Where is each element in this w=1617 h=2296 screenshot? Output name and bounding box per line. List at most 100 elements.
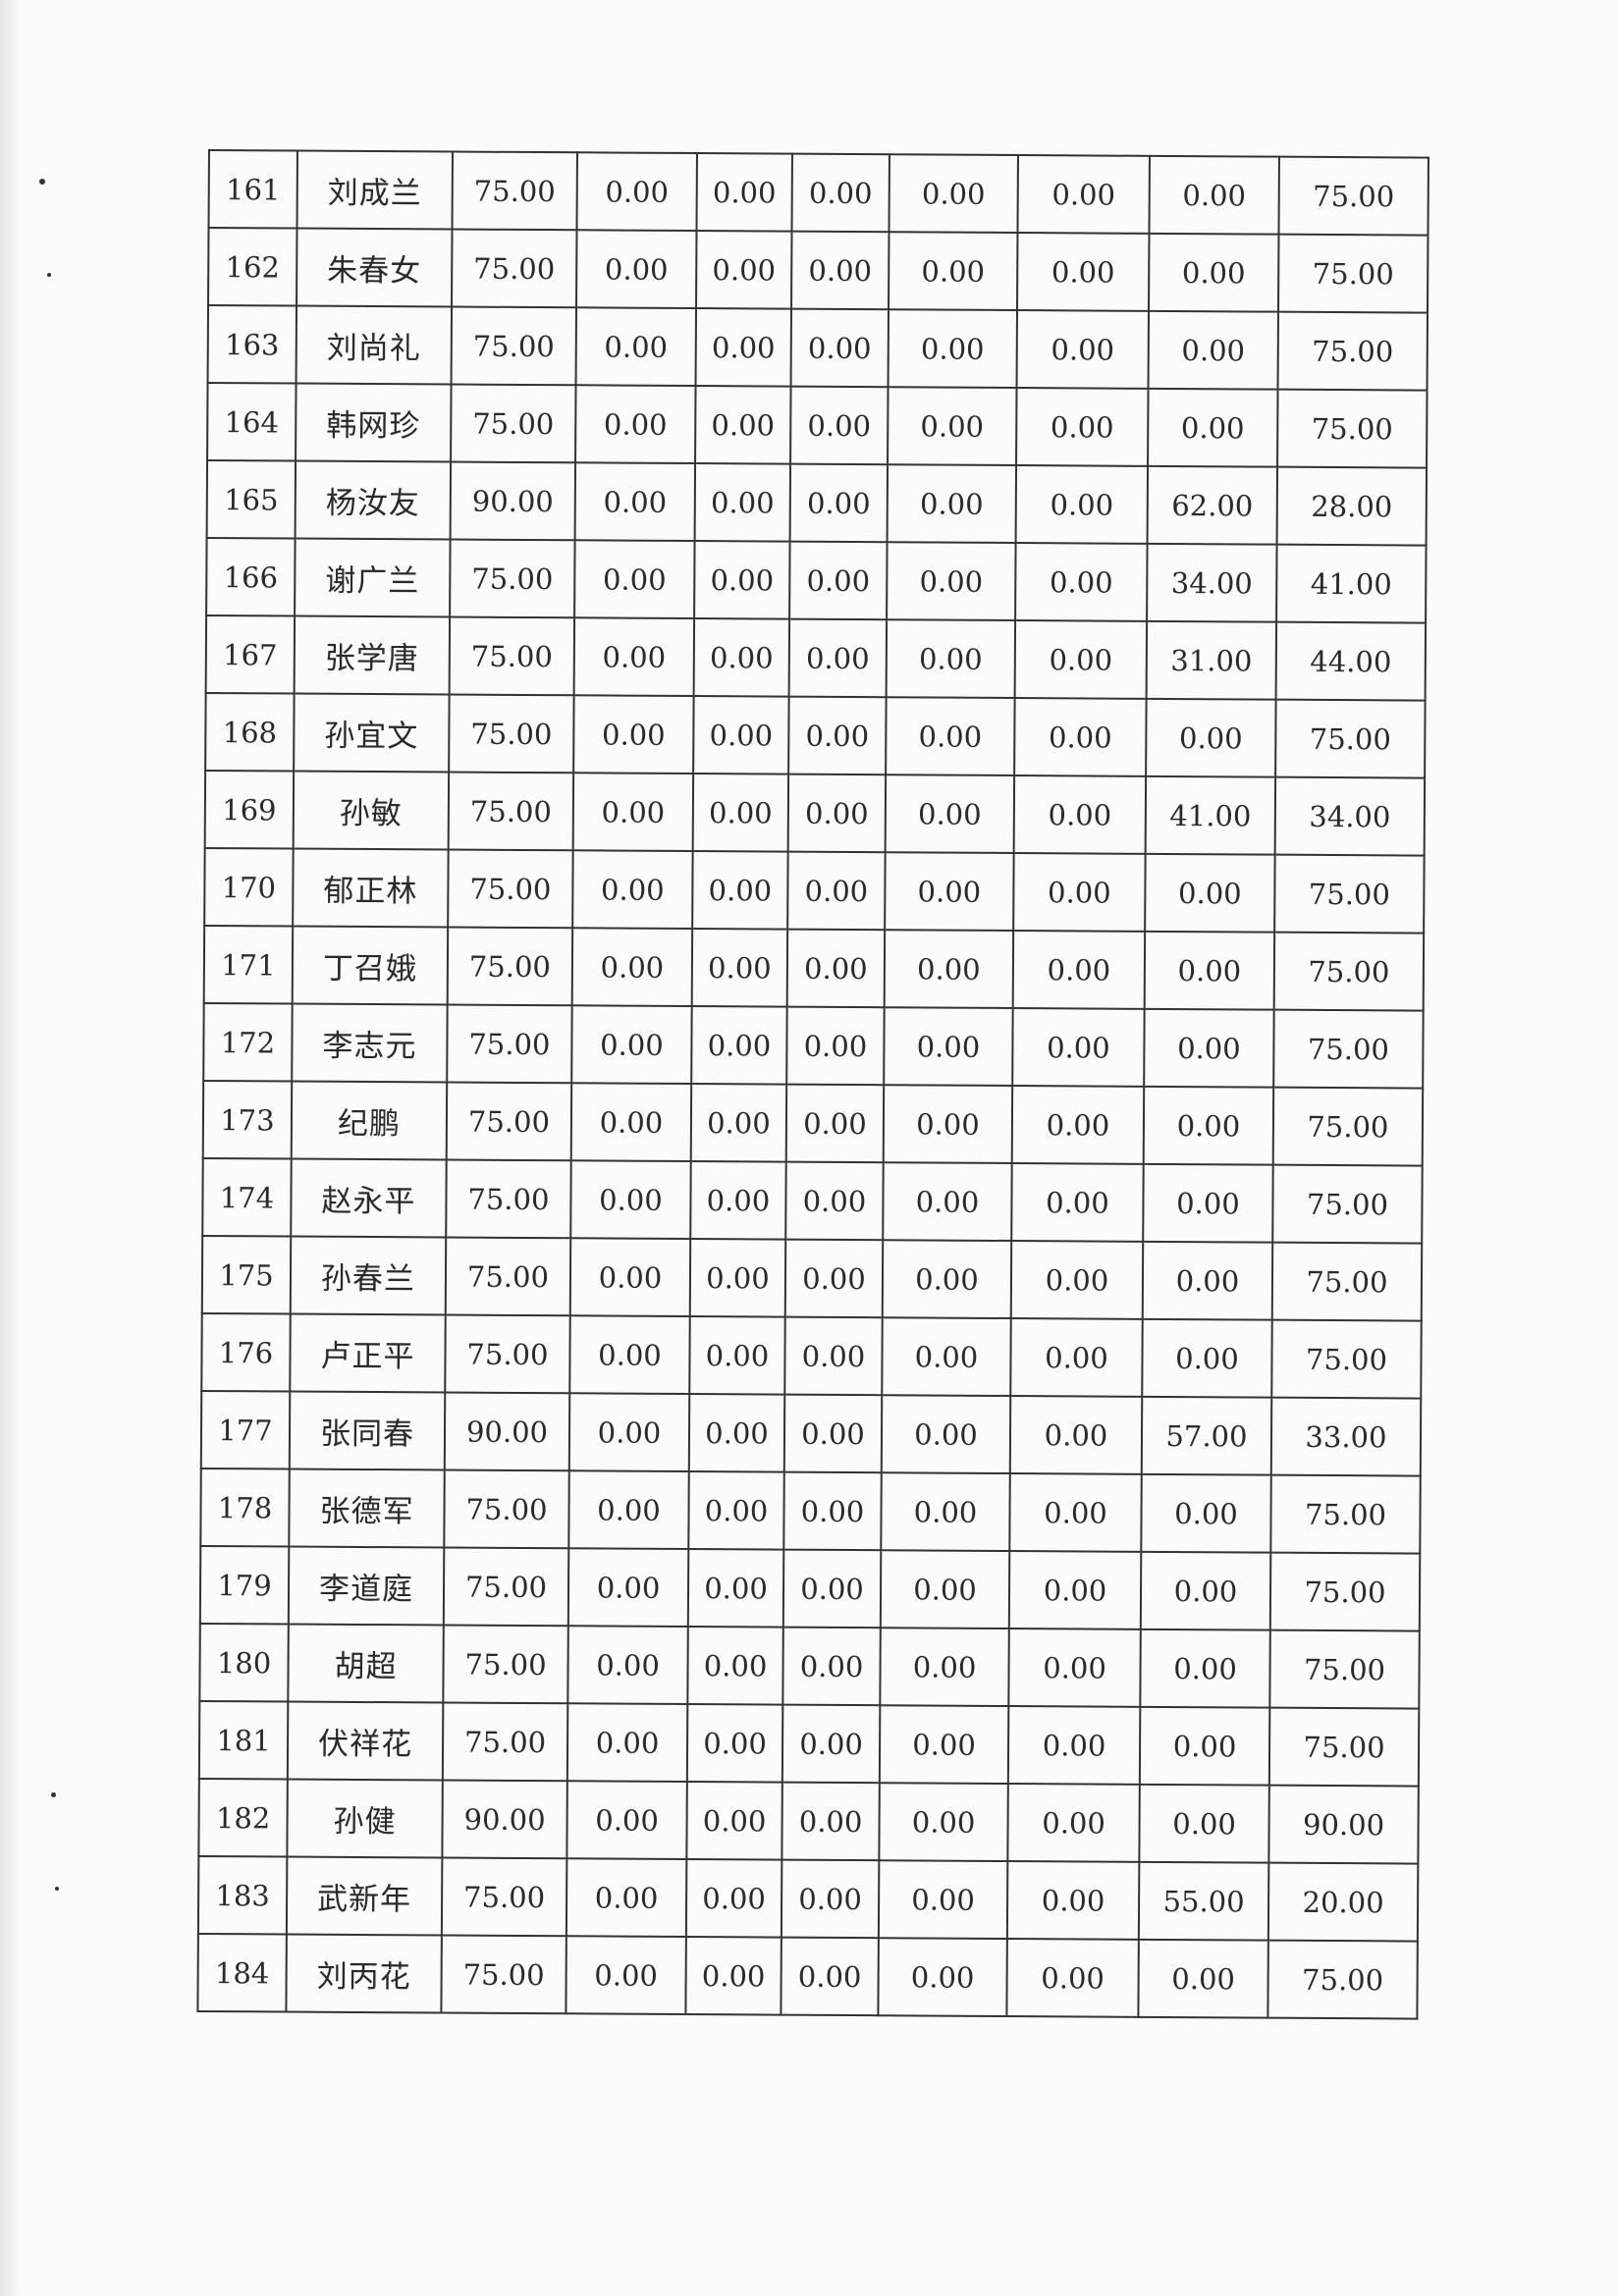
cell-col-10: 75.00 (1273, 932, 1425, 1011)
cell-col-5: 0.00 (688, 1394, 785, 1472)
cell-col-8: 0.00 (1013, 775, 1147, 854)
cell-col-6: 0.00 (785, 1084, 885, 1163)
cell-col-3: 90.00 (450, 461, 576, 541)
cell-row-number: 166 (206, 537, 296, 616)
cell-col-7: 0.00 (885, 852, 1014, 932)
cell-col-6: 0.00 (790, 386, 889, 465)
table-row: 184 刘丙花 75.00 0.00 0.00 0.00 0.00 0.00 0.00 75.00 (197, 1933, 1418, 2019)
cell-col-7: 0.00 (886, 697, 1015, 776)
cell-col-3: 75.00 (441, 1857, 567, 1937)
cell-col-5: 0.00 (693, 696, 789, 774)
table-row: 162 朱春女 75.00 0.00 0.00 0.00 0.00 0.00 0.00 75.00 (208, 228, 1428, 313)
scan-speck (47, 273, 51, 277)
table-row: 177 张同春 90.00 0.00 0.00 0.00 0.00 0.00 57.00 33.0… (200, 1390, 1422, 1476)
table-row: 164 韩网珍 75.00 0.00 0.00 0.00 0.00 0.00 0.00 75.00 (207, 383, 1428, 468)
cell-col-7: 0.00 (881, 1395, 1011, 1474)
table-row: 165 杨汝友 90.00 0.00 0.00 0.00 0.00 0.00 62.00 28.0… (206, 460, 1428, 546)
cell-name: 朱春女 (296, 228, 453, 307)
cell-name: 李道庭 (288, 1546, 445, 1626)
cell-name: 韩网珍 (296, 383, 452, 462)
cell-col-9: 34.00 (1147, 543, 1277, 622)
cell-col-8: 0.00 (1014, 620, 1148, 699)
cell-col-9: 0.00 (1139, 1706, 1270, 1786)
cell-col-3: 75.00 (447, 927, 573, 1006)
table-row: 161 刘成兰 75.00 0.00 0.00 0.00 0.00 0.00 0.00 75.00 (208, 150, 1428, 236)
cell-row-number: 181 (198, 1700, 289, 1780)
cell-col-6: 0.00 (782, 1782, 880, 1861)
cell-name: 杨汝友 (295, 460, 452, 540)
cell-col-10: 75.00 (1271, 1242, 1423, 1321)
cell-row-number: 164 (207, 383, 296, 461)
cell-col-8: 0.00 (1008, 1629, 1141, 1707)
cell-col-9: 0.00 (1143, 1086, 1274, 1165)
cell-col-10: 75.00 (1275, 699, 1426, 778)
cell-col-8: 0.00 (1016, 388, 1149, 466)
cell-col-9: 0.00 (1146, 698, 1276, 777)
cell-col-3: 75.00 (443, 1625, 568, 1704)
cell-col-4: 0.00 (574, 462, 696, 542)
cell-row-number: 167 (205, 614, 296, 694)
cell-col-4: 0.00 (568, 1393, 690, 1472)
cell-col-5: 0.00 (695, 308, 792, 387)
cell-col-6: 0.00 (782, 1549, 882, 1629)
cell-col-10: 44.00 (1275, 621, 1427, 701)
cell-col-9: 41.00 (1145, 775, 1276, 855)
cell-col-4: 0.00 (572, 850, 693, 930)
cell-col-5: 0.00 (693, 618, 790, 697)
cell-col-9: 0.00 (1144, 931, 1275, 1010)
cell-col-7: 0.00 (889, 154, 1018, 234)
cell-name: 孙敏 (293, 771, 450, 850)
table-row: 176 卢正平 75.00 0.00 0.00 0.00 0.00 0.00 0.00 75.00 (201, 1312, 1422, 1399)
cell-col-8: 0.00 (1007, 1706, 1141, 1785)
scan-speck (39, 179, 45, 185)
table-row: 170 郁正林 75.00 0.00 0.00 0.00 0.00 0.00 0.00 75.00 (204, 847, 1425, 934)
cell-col-7: 0.00 (882, 1240, 1012, 1319)
table-row: 182 孙健 90.00 0.00 0.00 0.00 0.00 0.00 0.00 90.00 (198, 1778, 1419, 1864)
cell-col-9: 0.00 (1140, 1551, 1271, 1630)
cell-col-5: 0.00 (686, 1782, 782, 1860)
cell-col-7: 0.00 (889, 232, 1018, 311)
cell-row-number: 172 (203, 1002, 293, 1082)
cell-col-8: 0.00 (1017, 155, 1150, 234)
cell-row-number: 180 (199, 1623, 289, 1702)
table-row: 166 谢广兰 75.00 0.00 0.00 0.00 0.00 0.00 34.00 41.0… (206, 537, 1427, 623)
cell-row-number: 163 (207, 305, 297, 384)
table-row: 173 纪鹏 75.00 0.00 0.00 0.00 0.00 0.00 0.00 75.00 (202, 1080, 1424, 1166)
cell-col-9: 0.00 (1145, 853, 1275, 933)
cell-name: 刘尚礼 (296, 305, 453, 385)
cell-name: 郁正林 (293, 848, 449, 928)
cell-name: 张学唐 (294, 615, 451, 695)
table-row: 183 武新年 75.00 0.00 0.00 0.00 0.00 0.00 55.00 20.0… (197, 1855, 1419, 1942)
cell-row-number: 178 (200, 1468, 290, 1547)
cell-col-5: 0.00 (696, 153, 792, 232)
cell-col-10: 75.00 (1272, 1164, 1423, 1244)
cell-col-10: 34.00 (1274, 776, 1426, 856)
cell-name: 张同春 (289, 1391, 446, 1470)
cell-col-3: 75.00 (448, 772, 574, 851)
cell-col-3: 75.00 (445, 1314, 570, 1394)
cell-name: 张德军 (289, 1468, 445, 1548)
cell-name: 卢正平 (290, 1313, 446, 1393)
table-row: 172 李志元 75.00 0.00 0.00 0.00 0.00 0.00 0.00 75.00 (203, 1002, 1424, 1089)
cell-col-3: 75.00 (442, 1702, 568, 1782)
cell-col-6: 0.00 (782, 1704, 881, 1784)
cell-col-5: 0.00 (689, 1239, 786, 1317)
cell-col-10: 75.00 (1272, 1087, 1424, 1166)
cell-col-5: 0.00 (685, 1859, 782, 1938)
cell-col-4: 0.00 (569, 1238, 691, 1317)
cell-name: 胡超 (288, 1624, 444, 1703)
table-body: 161 刘成兰 75.00 0.00 0.00 0.00 0.00 0.00 0.00 75.00… (197, 150, 1428, 2019)
cell-col-3: 75.00 (446, 1159, 571, 1239)
cell-col-4: 0.00 (566, 1936, 686, 2015)
cell-row-number: 173 (202, 1080, 293, 1159)
cell-col-9: 0.00 (1140, 1629, 1270, 1708)
cell-col-5: 0.00 (695, 386, 791, 464)
cell-col-9: 0.00 (1148, 388, 1278, 467)
cell-col-7: 0.00 (880, 1550, 1010, 1629)
cell-col-4: 0.00 (575, 307, 697, 387)
cell-col-7: 0.00 (884, 930, 1014, 1009)
cell-col-8: 0.00 (1011, 1086, 1145, 1164)
cell-col-6: 0.00 (784, 1239, 884, 1318)
cell-name: 孙春兰 (290, 1236, 447, 1315)
cell-name: 谢广兰 (295, 538, 451, 617)
